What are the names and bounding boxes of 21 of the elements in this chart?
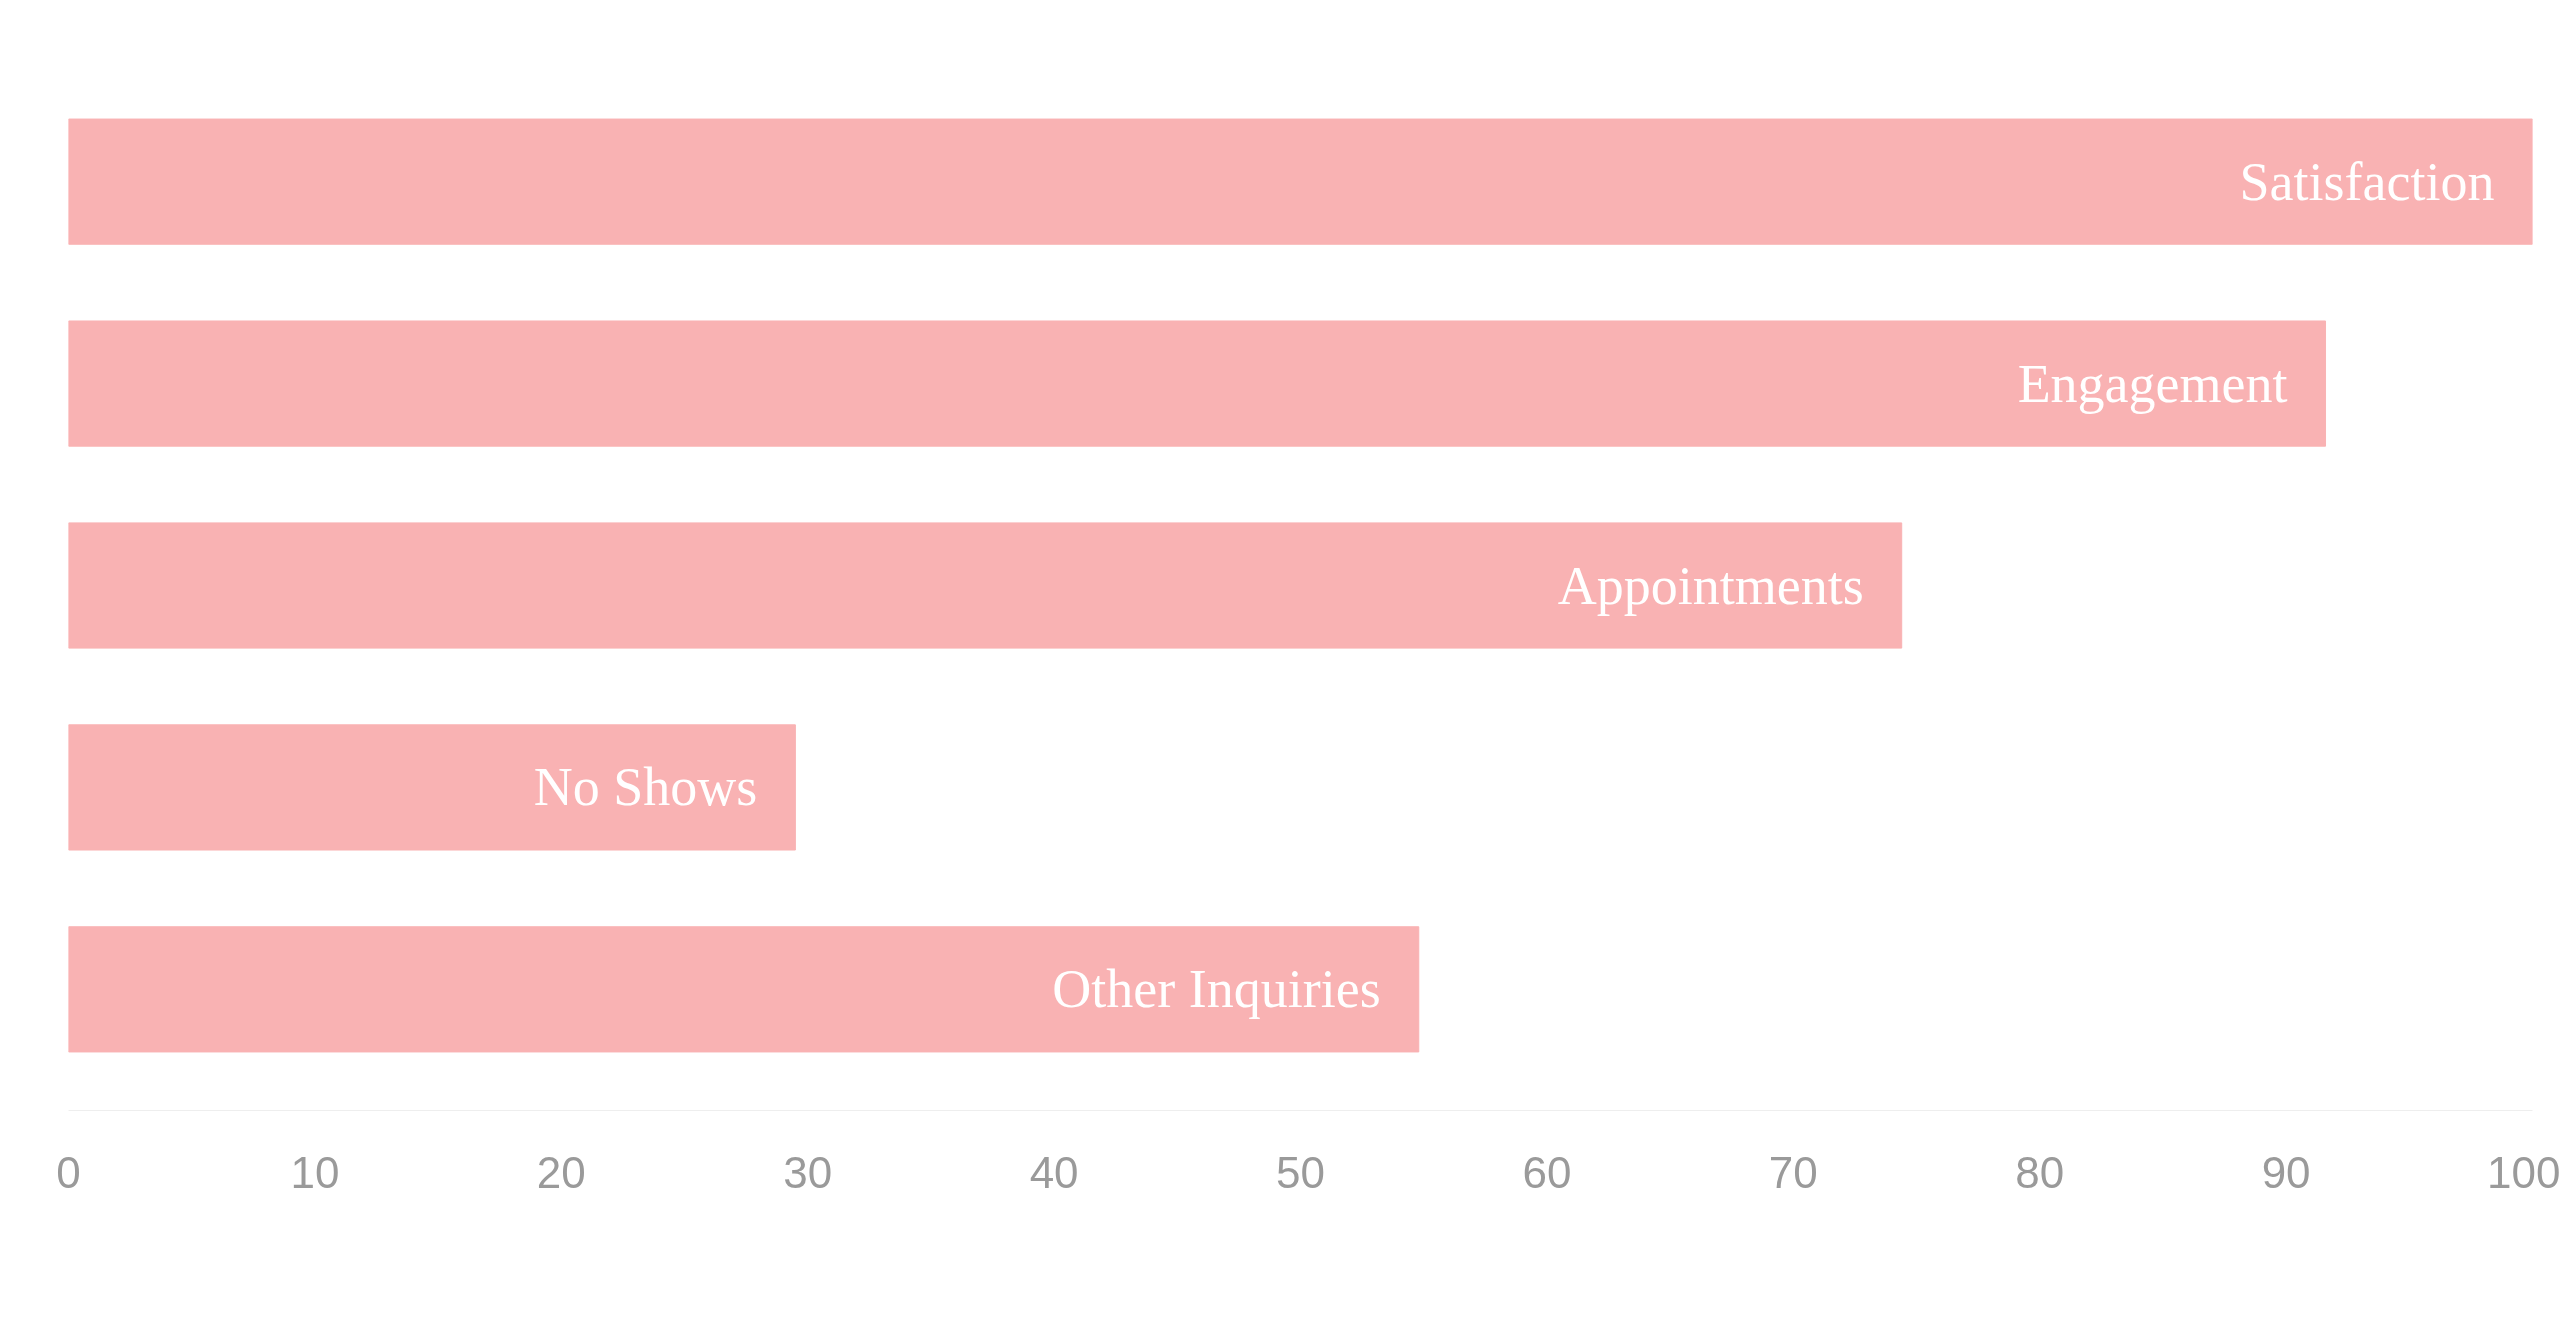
x-tick-label: 0	[56, 1147, 81, 1197]
y-tick-label: Engagement	[2017, 353, 2288, 414]
x-tick-label: 100	[2487, 1147, 2560, 1197]
x-tick-label: 70	[1768, 1147, 1818, 1197]
x-tick-label: 50	[1276, 1147, 1325, 1197]
x-tick-label: 90	[2261, 1147, 2311, 1197]
bar	[68, 926, 1420, 1053]
bar	[68, 724, 796, 851]
x-tick-label: 20	[536, 1147, 586, 1197]
y-tick-label: Satisfaction	[2239, 151, 2495, 212]
y-tick-label: No Shows	[533, 757, 758, 818]
x-tick-label: 30	[783, 1147, 833, 1197]
x-tick-label: 60	[1522, 1147, 1572, 1197]
x-tick-label: 40	[1029, 1147, 1079, 1197]
bar	[68, 522, 1903, 649]
bar	[68, 320, 2327, 447]
x-tick-label: 10	[290, 1147, 340, 1197]
bar	[68, 118, 2533, 245]
x-tick-label: 80	[2015, 1147, 2065, 1197]
y-tick-label: Appointments	[1557, 555, 1864, 616]
y-tick-label: Other Inquiries	[1052, 959, 1381, 1020]
